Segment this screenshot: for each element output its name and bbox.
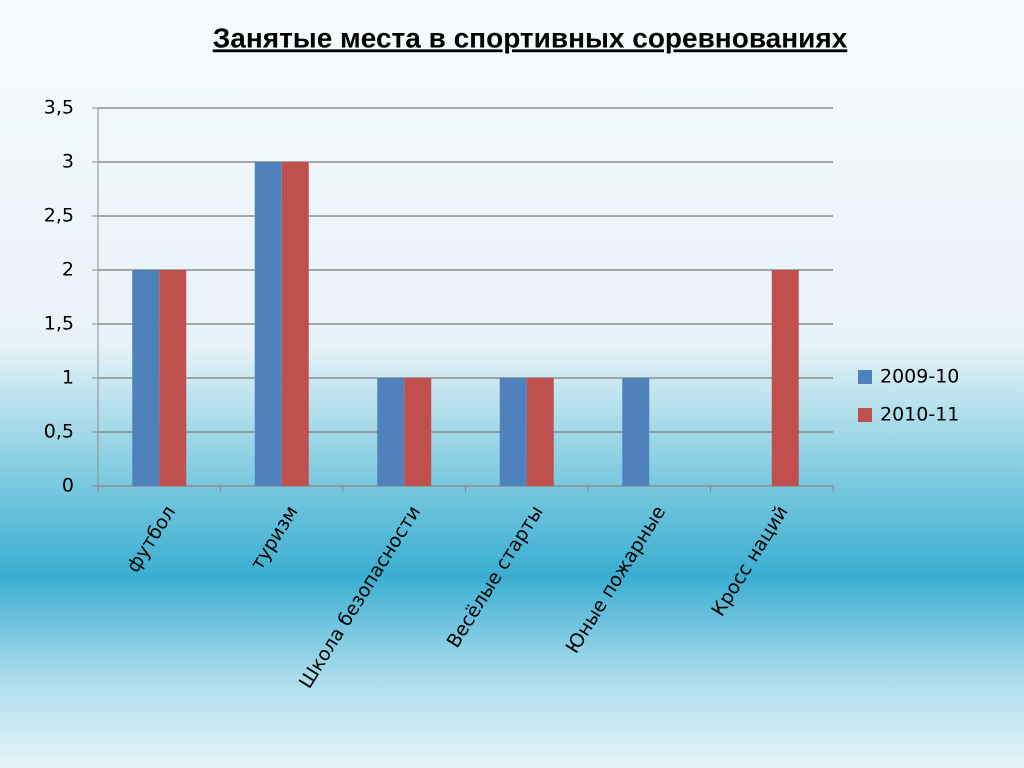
- bar: [622, 378, 650, 486]
- bar: [159, 270, 187, 486]
- y-tick-label: 1,5: [44, 313, 74, 335]
- y-tick-label: 2: [62, 259, 74, 281]
- legend-swatch: [858, 408, 872, 422]
- y-tick-label: 0: [62, 475, 74, 497]
- bar: [526, 378, 554, 486]
- bar: [771, 270, 799, 486]
- chart-title: Занятые места в спортивных соревнованиях: [213, 22, 848, 53]
- bar: [377, 378, 405, 486]
- y-tick-label: 3: [62, 151, 74, 173]
- legend-label: 2009-10: [880, 366, 959, 388]
- y-tick-label: 0,5: [44, 421, 74, 443]
- bar: [499, 378, 527, 486]
- bar: [132, 270, 160, 486]
- bar: [254, 162, 282, 486]
- bar: [281, 162, 309, 486]
- legend-swatch: [858, 370, 872, 384]
- legend-label: 2010-11: [880, 404, 959, 426]
- y-tick-label: 1: [62, 367, 74, 389]
- y-tick-label: 3,5: [44, 97, 74, 119]
- y-tick-label: 2,5: [44, 205, 74, 227]
- bar: [404, 378, 432, 486]
